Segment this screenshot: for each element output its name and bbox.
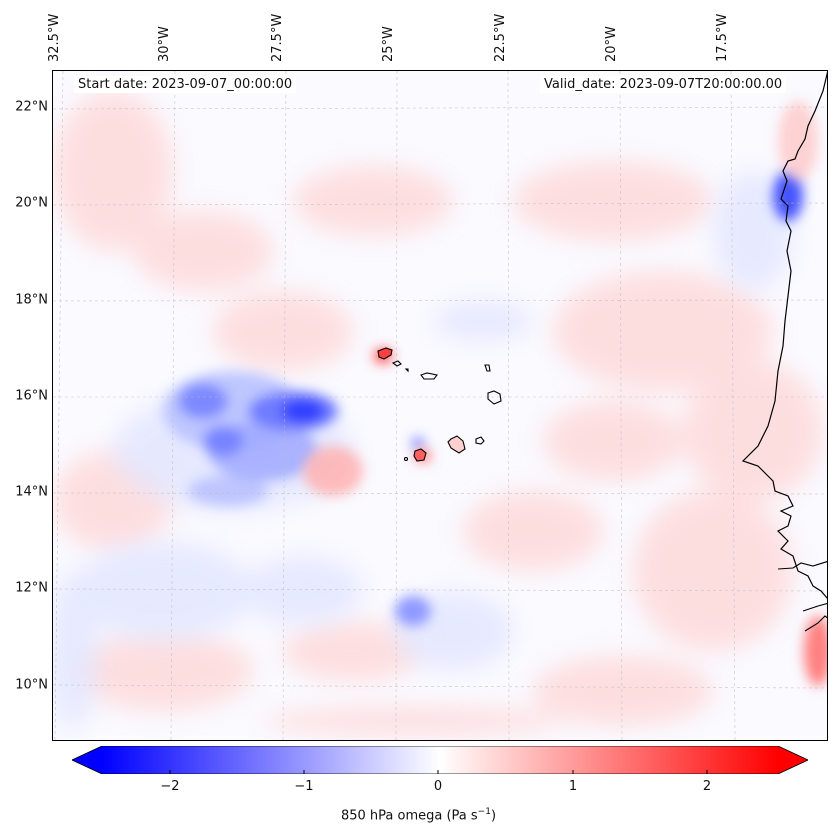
lon-label-17-5w: 17.5°W <box>715 13 730 62</box>
lon-label-25w: 25°W <box>381 26 396 62</box>
lat-label-22n: 22°N <box>15 99 48 115</box>
lon-label-27-5w: 27.5°W <box>270 13 285 62</box>
lat-label-12n: 12°N <box>15 580 48 596</box>
lon-label-32-5w: 32.5°W <box>47 13 62 62</box>
lat-label-10n: 10°N <box>15 677 48 693</box>
lat-label-16n: 16°N <box>15 388 48 404</box>
lat-label-20n: 20°N <box>15 195 48 211</box>
omega-field-map <box>53 71 827 740</box>
lat-label-18n: 18°N <box>15 292 48 308</box>
cape-verde-islands <box>377 347 502 462</box>
colorbar-tick-2: 2 <box>702 779 712 794</box>
colorbar-tick-1: 1 <box>568 779 578 794</box>
colorbar <box>72 746 808 774</box>
convective-cluster <box>163 171 803 626</box>
lon-label-22-5w: 22.5°W <box>493 13 508 62</box>
map-panel <box>52 70 828 741</box>
valid-date-label: Valid_date: 2023-09-07T20:00:00.00 <box>540 76 787 93</box>
coastline-detail <box>777 561 827 632</box>
positive-omega-shading <box>53 91 823 735</box>
colorbar-extend-high <box>778 746 808 774</box>
colorbar-extend-low <box>72 746 102 774</box>
colorbar-tick-minus2: −2 <box>160 779 180 794</box>
colorbar-tick-minus1: −1 <box>294 779 314 794</box>
start-date-label: Start date: 2023-09-07_00:00:00 <box>74 76 297 93</box>
colorbar-tick-marks <box>169 770 708 774</box>
lon-label-20w: 20°W <box>604 26 619 62</box>
lon-label-30w: 30°W <box>157 26 172 62</box>
colorbar-tick-0: 0 <box>433 779 443 794</box>
colorbar-label: 850 hPa omega (Pa s−1) <box>340 807 497 824</box>
gridlines <box>53 71 827 740</box>
colorbar-gradient <box>102 746 778 774</box>
african-coastline <box>741 71 827 599</box>
lat-label-14n: 14°N <box>15 484 48 500</box>
